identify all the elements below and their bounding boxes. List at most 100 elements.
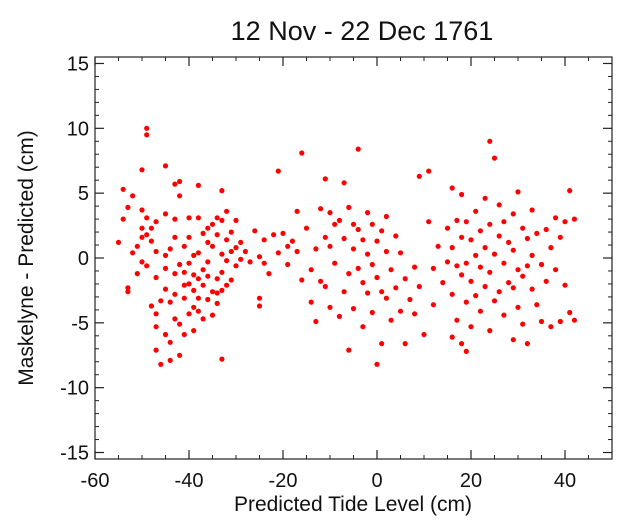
data-point <box>341 289 347 295</box>
data-point <box>195 250 201 256</box>
data-point <box>473 252 479 258</box>
data-point <box>501 312 507 318</box>
data-point <box>256 254 263 260</box>
data-point <box>444 225 451 231</box>
data-point <box>473 293 479 299</box>
y-tick-label: 0 <box>78 248 89 270</box>
data-point <box>228 229 234 235</box>
plot-frame <box>94 56 613 460</box>
data-point <box>172 271 178 277</box>
data-point <box>139 207 145 213</box>
data-point <box>553 215 559 221</box>
data-point <box>454 263 460 269</box>
data-point <box>520 321 526 327</box>
data-point <box>487 221 493 227</box>
data-point <box>562 282 568 288</box>
data-point <box>454 317 460 323</box>
data-point <box>520 225 526 231</box>
data-point <box>289 238 295 244</box>
data-point <box>172 216 178 222</box>
data-point <box>562 219 568 225</box>
data-point <box>219 287 225 293</box>
data-point <box>167 246 173 252</box>
data-point <box>318 206 324 212</box>
data-point <box>303 225 310 231</box>
data-point <box>327 243 333 249</box>
data-point <box>209 289 216 295</box>
data-point <box>346 271 352 277</box>
data-point <box>158 298 164 304</box>
data-point <box>332 221 338 227</box>
data-point <box>233 217 239 223</box>
data-point <box>153 274 159 281</box>
data-point <box>144 125 150 131</box>
data-point <box>167 357 173 363</box>
data-point <box>271 232 277 238</box>
data-point <box>506 280 512 286</box>
data-point <box>172 291 178 297</box>
data-point <box>233 263 239 269</box>
data-point <box>435 243 441 249</box>
data-point <box>139 259 145 265</box>
data-point <box>172 234 178 240</box>
data-point <box>379 228 385 234</box>
x-tick-label: 20 <box>460 470 482 492</box>
data-point <box>534 302 540 308</box>
data-point <box>242 248 248 255</box>
data-point <box>388 267 394 273</box>
data-point <box>181 269 187 275</box>
data-point <box>125 289 131 295</box>
data-point <box>407 296 413 303</box>
data-point <box>238 239 244 245</box>
data-point <box>506 239 512 245</box>
data-point <box>487 269 493 275</box>
chart-title: 12 Nov - 22 Dec 1761 <box>231 16 494 46</box>
data-point <box>557 234 563 240</box>
data-point <box>459 191 465 198</box>
data-point <box>125 204 131 210</box>
data-point <box>115 239 122 245</box>
data-point <box>365 290 371 296</box>
data-point <box>515 189 521 195</box>
data-point <box>369 221 375 227</box>
data-point <box>256 303 263 309</box>
data-point <box>482 195 488 201</box>
data-point <box>266 271 272 277</box>
data-point <box>482 245 488 251</box>
data-point <box>139 225 145 231</box>
data-point <box>463 219 469 225</box>
axis-ticks <box>94 57 612 459</box>
data-point <box>191 328 197 334</box>
data-point <box>205 273 211 279</box>
data-point <box>444 259 451 265</box>
data-point <box>350 246 357 252</box>
data-point <box>459 272 465 278</box>
data-point <box>383 213 389 220</box>
data-point <box>238 256 244 262</box>
data-point <box>191 287 197 293</box>
data-point <box>177 352 183 358</box>
data-point <box>167 299 173 305</box>
data-point <box>360 280 366 286</box>
data-point <box>496 289 502 295</box>
data-point <box>294 208 300 214</box>
data-point <box>153 248 159 255</box>
data-point <box>322 176 328 182</box>
data-point <box>374 238 380 244</box>
data-point <box>365 210 371 216</box>
data-point <box>214 232 220 238</box>
data-point <box>280 230 286 236</box>
data-point <box>515 267 521 273</box>
data-point <box>529 286 535 292</box>
data-point <box>468 237 474 243</box>
data-point <box>529 252 535 258</box>
data-point <box>388 317 394 323</box>
data-point <box>491 155 498 161</box>
y-tick-label: 10 <box>67 118 89 140</box>
data-point <box>191 272 197 278</box>
data-point <box>449 245 455 251</box>
data-point <box>308 267 314 273</box>
data-point <box>181 331 187 338</box>
data-point <box>426 219 432 225</box>
